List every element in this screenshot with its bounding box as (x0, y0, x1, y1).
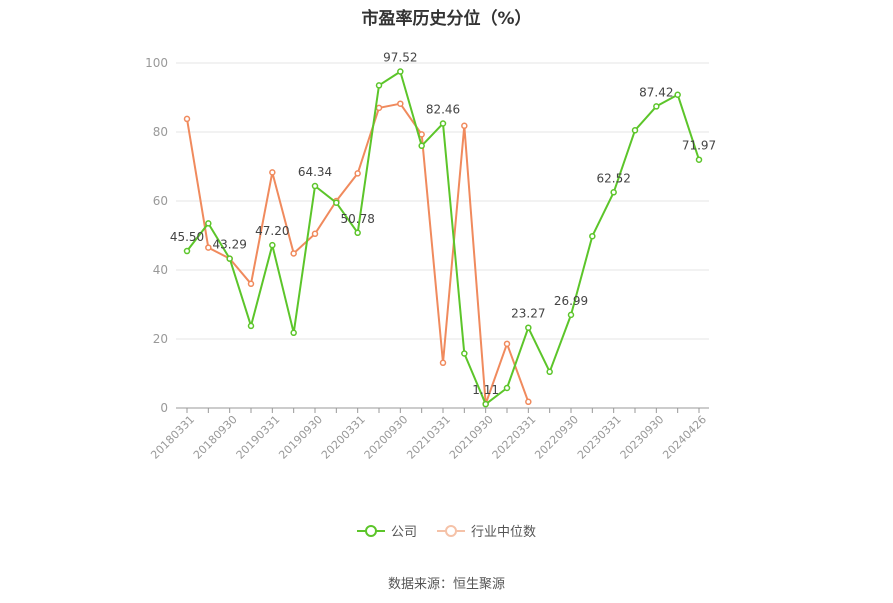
series-lines (183, 68, 703, 408)
point-company (461, 350, 468, 357)
data-label: 64.34 (298, 165, 332, 179)
point-company (290, 329, 297, 337)
grid-lines (176, 62, 709, 340)
point-company (183, 247, 191, 255)
x-tick-label: 20190331 (234, 413, 283, 462)
point-company (397, 68, 404, 75)
x-tick-label: 20210331 (404, 413, 453, 462)
x-tick-label: 20220331 (490, 413, 539, 462)
point-industry (205, 244, 212, 251)
point-company (439, 120, 447, 127)
point-company (546, 368, 553, 376)
source-note: 数据来源：恒生聚源 (387, 577, 505, 592)
x-tick-label: 20180930 (191, 413, 240, 462)
y-tick-label: 100 (145, 56, 168, 70)
data-label: 50.78 (340, 212, 374, 226)
point-company (589, 232, 596, 240)
point-company (247, 322, 255, 330)
y-tick-label: 80 (153, 125, 168, 139)
legend-item-company[interactable]: 公司 (356, 521, 417, 540)
point-company (674, 91, 681, 98)
data-label: 45.50 (170, 230, 204, 244)
legend-item-industry[interactable]: 行业中位数 (437, 521, 536, 540)
data-label: 47.20 (255, 224, 289, 238)
point-company (567, 311, 575, 319)
data-label: 1.11 (472, 383, 499, 397)
point-company (610, 189, 617, 196)
y-tick-label: 40 (153, 263, 168, 277)
point-company (269, 241, 276, 249)
x-tick-label: 20180331 (148, 413, 197, 462)
point-industry (269, 169, 276, 176)
legend-company-label: 公司 (390, 525, 417, 540)
point-industry (375, 104, 383, 112)
point-company (525, 324, 532, 331)
point-company (226, 255, 233, 262)
x-tick-label: 20230930 (618, 413, 667, 462)
point-company (311, 182, 319, 190)
point-industry (461, 122, 468, 130)
legend-industry-marker-icon (437, 524, 465, 537)
point-company (205, 220, 212, 227)
point-industry (397, 100, 404, 107)
y-tick-label: 0 (160, 401, 168, 415)
point-company (418, 142, 425, 150)
point-industry (311, 230, 319, 238)
data-label: 43.29 (212, 238, 246, 252)
x-tick-label: 20190930 (276, 413, 325, 462)
data-label: 23.27 (511, 307, 545, 321)
data-label: 62.52 (596, 171, 630, 185)
point-company (695, 156, 703, 163)
y-tick-label: 20 (153, 332, 168, 346)
chart-title: 市盈率历史分位（%） (361, 9, 532, 29)
y-tick-label: 60 (153, 194, 168, 208)
x-tick-label: 20220930 (532, 413, 581, 462)
data-label: 71.97 (682, 139, 716, 153)
data-label: 82.46 (426, 103, 460, 117)
point-industry (354, 170, 361, 177)
data-label: 26.99 (554, 294, 588, 308)
point-industry (183, 115, 191, 123)
data-label: 97.52 (383, 51, 417, 65)
legend: 公司 行业中位数 (0, 521, 893, 540)
x-tick-label: 20210930 (447, 413, 496, 462)
point-company (354, 229, 361, 237)
x-tick-label: 20230331 (575, 413, 624, 462)
point-company (333, 199, 340, 206)
data-label: 87.42 (639, 85, 673, 99)
data-labels: 45.50 43.29 47.20 64.34 50.78 97.52 82.46 1.11 2… (170, 51, 716, 398)
point-industry (525, 398, 532, 406)
point-industry (290, 250, 297, 257)
point-industry (439, 359, 447, 367)
point-company (653, 103, 660, 110)
legend-industry-label: 行业中位数 (471, 525, 537, 540)
point-company (503, 384, 511, 392)
x-tick-label: 20200930 (362, 413, 411, 462)
point-company (482, 400, 489, 408)
legend-company-marker-icon (356, 524, 385, 537)
point-industry (503, 340, 511, 348)
point-company (631, 127, 639, 134)
series-line-industry (186, 102, 530, 405)
x-tick-label: 20240426 (660, 413, 709, 462)
point-industry (247, 280, 255, 288)
point-company (375, 82, 383, 89)
x-tick-label: 20200331 (319, 413, 368, 462)
